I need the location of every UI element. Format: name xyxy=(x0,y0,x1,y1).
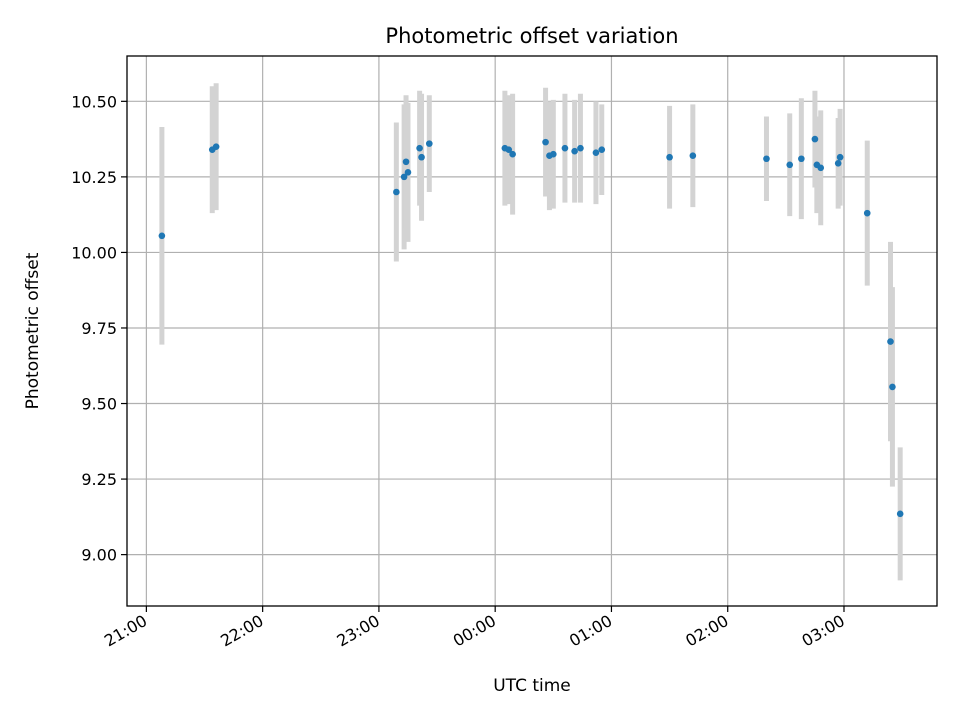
x-tick-label: 03:00 xyxy=(799,611,848,651)
data-point xyxy=(402,158,410,166)
data-points xyxy=(158,135,904,518)
data-point xyxy=(416,144,423,152)
x-tick-label: 01:00 xyxy=(566,611,615,651)
data-point xyxy=(212,143,220,150)
y-tick-label: 9.00 xyxy=(81,546,117,565)
data-point xyxy=(561,144,569,152)
data-point xyxy=(592,149,600,157)
data-point xyxy=(542,138,549,146)
y-tick-label: 10.25 xyxy=(71,168,117,187)
data-point xyxy=(763,155,770,163)
data-point xyxy=(404,169,412,176)
y-tick-label: 9.25 xyxy=(81,470,117,489)
data-point xyxy=(863,209,871,217)
x-tick-label: 23:00 xyxy=(333,611,382,651)
data-point xyxy=(817,164,825,172)
error-bars xyxy=(159,83,903,581)
data-point xyxy=(425,140,433,147)
data-point xyxy=(550,150,557,158)
x-axis-label: UTC time xyxy=(493,676,571,696)
data-point xyxy=(571,147,578,155)
data-point xyxy=(836,153,844,161)
data-point xyxy=(889,383,896,391)
x-tick-label: 22:00 xyxy=(217,611,266,651)
y-tick-label: 9.75 xyxy=(81,319,117,338)
data-point xyxy=(798,155,805,163)
data-point xyxy=(509,150,516,158)
data-point xyxy=(786,161,794,169)
data-point xyxy=(689,152,697,160)
data-point xyxy=(577,144,584,152)
y-tick-label: 10.50 xyxy=(71,92,117,111)
y-tick-label: 10.00 xyxy=(71,243,117,262)
x-tick-label: 00:00 xyxy=(450,611,499,651)
data-point xyxy=(418,153,425,161)
data-point xyxy=(400,173,408,181)
data-point xyxy=(505,146,513,153)
data-point xyxy=(598,146,606,153)
data-point xyxy=(811,135,819,143)
x-axis-ticks: 21:00 22:00 23:00 00:00 01:00 02:00 03:00 xyxy=(101,606,848,651)
data-point xyxy=(666,153,673,161)
chart-title: Photometric offset variation xyxy=(385,24,678,48)
plot-frame xyxy=(126,55,938,607)
data-point xyxy=(896,510,904,518)
y-tick-label: 9.50 xyxy=(81,395,117,414)
x-tick-label: 21:00 xyxy=(101,611,150,651)
y-axis-label: Photometric offset xyxy=(23,252,43,409)
x-tick-label: 02:00 xyxy=(682,611,731,651)
data-point xyxy=(158,232,166,240)
y-axis-ticks: 9.00 9.25 9.50 9.75 10.00 10.25 10.50 xyxy=(71,92,127,565)
data-point xyxy=(887,338,894,345)
data-point xyxy=(834,159,842,167)
data-point xyxy=(393,188,400,196)
